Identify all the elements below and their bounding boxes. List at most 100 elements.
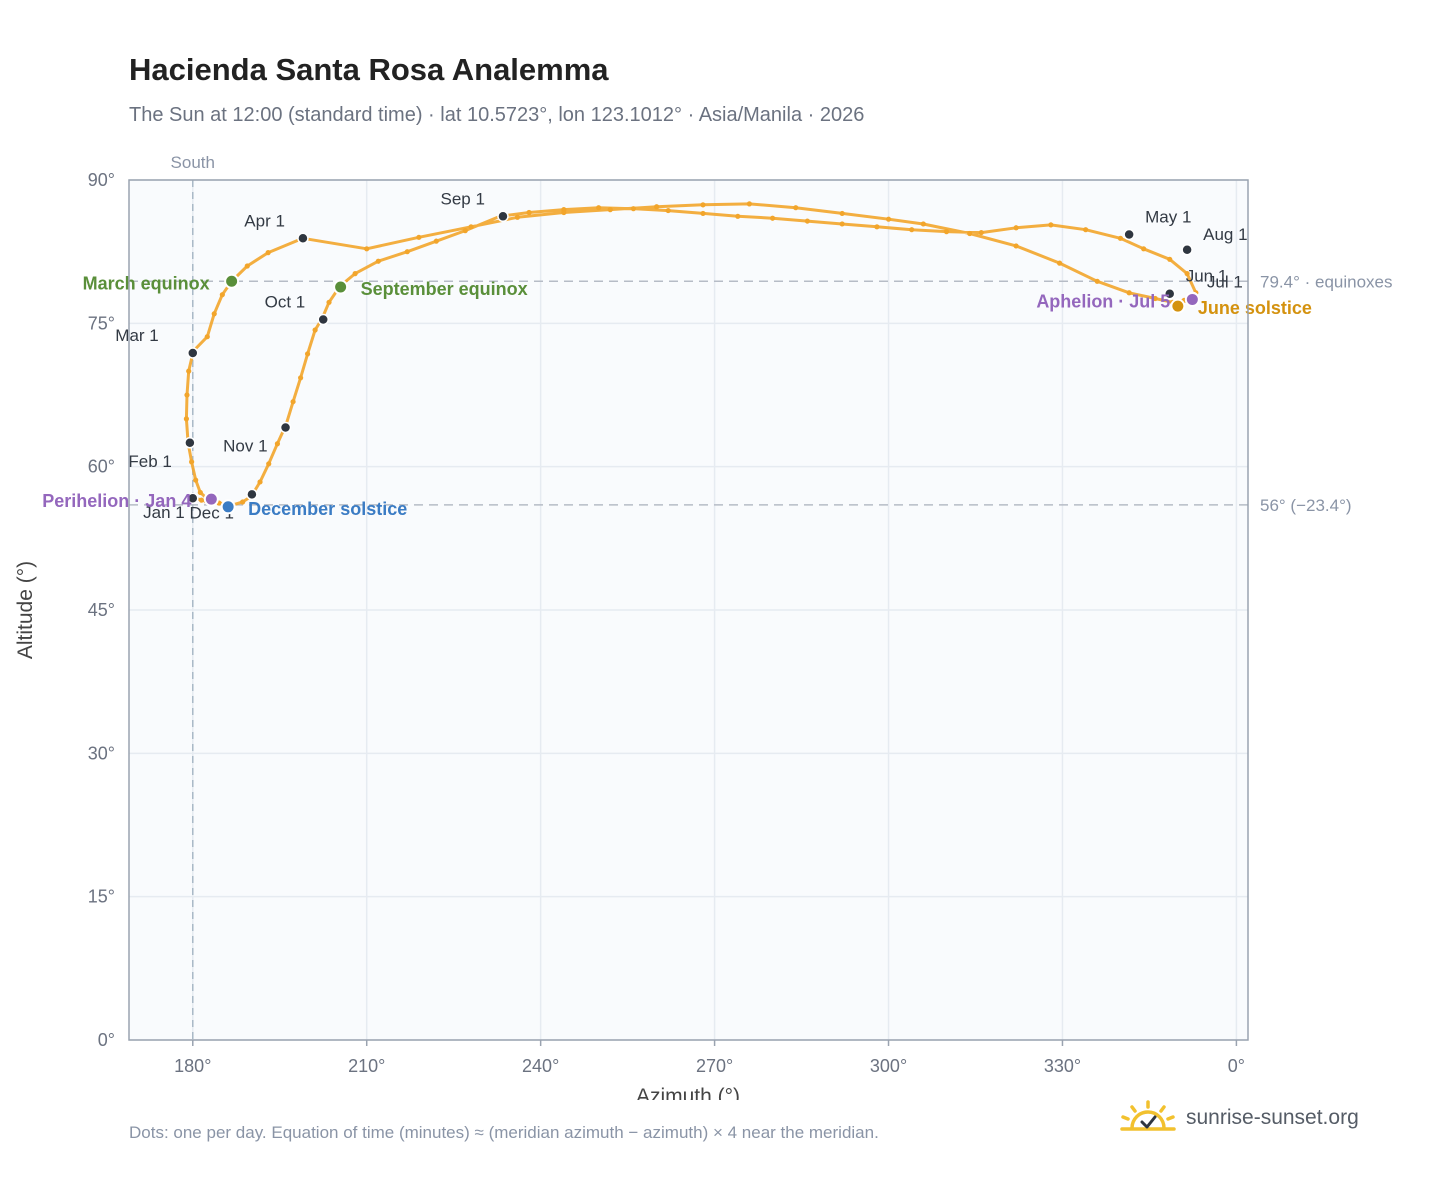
event-label: September equinox — [361, 279, 528, 299]
daily-dot — [920, 221, 926, 227]
daily-dot — [290, 399, 296, 405]
daily-dot — [433, 238, 439, 244]
daily-dot — [746, 201, 752, 207]
daily-dot — [193, 477, 199, 483]
event-markers: March equinox September equinox June solst… — [42, 273, 1312, 519]
month-marker — [1181, 244, 1193, 256]
month-marker-label: Sep 1 — [441, 189, 485, 208]
daily-dot — [943, 229, 950, 235]
x-tick-label: 330° — [1044, 1056, 1081, 1076]
reference-line-label: 56° (−23.4°) — [1260, 496, 1352, 515]
daily-dot — [197, 489, 203, 496]
event-label: Perihelion · Jan 4 — [42, 491, 191, 511]
daily-sun-path — [183, 201, 1199, 508]
month-marker — [187, 492, 199, 504]
daily-dot — [769, 215, 776, 221]
month-marker-label: Apr 1 — [244, 211, 285, 230]
daily-dot — [839, 221, 845, 227]
daily-dot — [607, 207, 613, 213]
event-marker — [1184, 291, 1200, 307]
chart-subtitle: The Sun at 12:00 (standard time) · lat 1… — [129, 104, 865, 126]
event-marker — [220, 499, 236, 515]
x-tick-label: 270° — [696, 1056, 733, 1076]
month-marker — [187, 347, 199, 359]
daily-dot — [967, 230, 973, 237]
daily-dot — [596, 205, 602, 211]
brand-logo[interactable]: sunrise-sunset.org — [1120, 1100, 1359, 1136]
month-marker-label: Aug 1 — [1203, 225, 1247, 244]
y-tick-label: 75° — [88, 313, 115, 333]
daily-dot — [1048, 222, 1054, 228]
analemma-path — [184, 202, 1198, 507]
daily-dot — [700, 210, 706, 217]
daily-dot — [804, 218, 810, 224]
month-marker — [497, 210, 509, 223]
reference-lines: South 79.4° · equinoxes 56° (−23.4°) — [129, 153, 1393, 1040]
daily-dot — [298, 375, 304, 381]
month-marker — [246, 488, 258, 501]
month-marker-label: Jun 1 — [1186, 267, 1228, 286]
daily-dot — [257, 479, 263, 485]
event-label: June solstice — [1198, 298, 1312, 318]
month-marker — [317, 313, 329, 326]
daily-dot — [630, 206, 637, 212]
daily-dot — [468, 224, 474, 230]
chart-title: Hacienda Santa Rosa Analemma — [129, 52, 609, 87]
daily-dot — [186, 368, 192, 374]
daily-dot — [326, 299, 332, 305]
y-tick-label: 60° — [88, 457, 115, 477]
x-tick-label: 210° — [348, 1056, 385, 1076]
daily-dot — [265, 250, 271, 256]
daily-dot — [1013, 243, 1019, 249]
x-tick-label: 0° — [1228, 1056, 1245, 1076]
y-tick-label: 90° — [88, 170, 115, 190]
month-marker — [279, 421, 292, 434]
daily-dot — [1126, 290, 1132, 296]
daily-dot — [885, 216, 892, 222]
daily-dot — [654, 204, 660, 210]
daily-dot — [665, 207, 671, 214]
plot-frame — [128, 179, 1249, 1041]
daily-dot — [266, 461, 272, 467]
daily-dot — [198, 497, 205, 503]
daily-dot — [839, 210, 845, 217]
footnote: Dots: one per day. Equation of time (min… — [129, 1123, 879, 1142]
month-marker — [184, 437, 196, 449]
analemma-chart: South 79.4° · equinoxes 56° (−23.4°) Jan 1… — [14, 153, 1393, 1100]
event-label: Aphelion · Jul 5 — [1036, 291, 1170, 311]
daily-dot — [700, 202, 706, 208]
daily-dot — [244, 263, 250, 269]
x-tick-label: 240° — [522, 1056, 559, 1076]
daily-dot — [211, 311, 217, 317]
daily-dot — [462, 228, 468, 234]
daily-dot — [1141, 246, 1147, 252]
month-marker-label: Feb 1 — [128, 452, 171, 471]
x-tick-label: 180° — [174, 1056, 211, 1076]
month-marker — [1163, 287, 1176, 300]
daily-dot — [1184, 271, 1190, 277]
daily-dot — [514, 214, 521, 220]
x-axis-title: Azimuth (°) — [636, 1085, 740, 1100]
y-tick-label: 30° — [88, 743, 115, 763]
daily-dot — [735, 213, 741, 219]
daily-dot — [1152, 295, 1158, 302]
daily-dot — [909, 227, 915, 233]
event-label: December solstice — [248, 499, 407, 519]
daily-dot — [874, 224, 880, 230]
x-tick-label: 300° — [870, 1056, 907, 1076]
brand-name[interactable]: sunrise-sunset.org — [1186, 1106, 1359, 1129]
daily-dot — [189, 459, 195, 465]
daily-dot — [978, 229, 984, 236]
reference-line-label: 79.4° · equinoxes — [1260, 272, 1393, 291]
daily-dot — [364, 246, 370, 252]
daily-dot — [274, 441, 281, 447]
meridian-label: South — [171, 153, 215, 172]
daily-dot — [1083, 227, 1089, 233]
axis-ticks: 180° 210° 240° 270° 300° 330° 0° 0° 15° 30° 45° 60°… — [88, 170, 1245, 1076]
event-marker — [333, 279, 349, 295]
daily-dot — [1094, 278, 1100, 284]
event-marker — [224, 273, 240, 289]
daily-dot — [526, 209, 532, 216]
daily-dot — [1056, 260, 1063, 266]
